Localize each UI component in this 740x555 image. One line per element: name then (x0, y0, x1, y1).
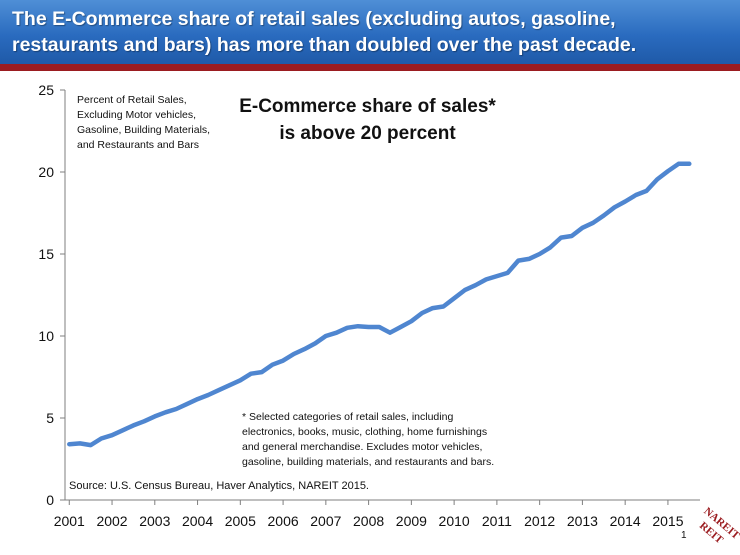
nareit-logo: NAREIT REIT (697, 505, 740, 546)
chart-title: E-Commerce share of sales* is above 20 p… (205, 93, 530, 147)
page-number: 1 (681, 530, 687, 541)
x-tick-label: 2013 (567, 513, 598, 529)
header-divider (0, 64, 740, 71)
x-tick-label: 2003 (139, 513, 170, 529)
footnote-line: * Selected categories of retail sales, i… (242, 411, 454, 423)
x-tick-label: 2008 (353, 513, 384, 529)
source-note: Source: U.S. Census Bureau, Haver Analyt… (69, 480, 369, 492)
x-tick-label: 2011 (482, 513, 512, 529)
x-tick-label: 2010 (439, 513, 470, 529)
x-tick-label: 2007 (310, 513, 341, 529)
header-title-line2: restaurants and bars) has more than doub… (12, 34, 637, 56)
x-tick-label: 2012 (524, 513, 555, 529)
x-tick-label: 2006 (268, 513, 299, 529)
header-title-line1: The E-Commerce share of retail sales (ex… (12, 8, 616, 30)
footnote-line: gasoline, building materials, and restau… (242, 456, 495, 468)
y-axis-description-line: Gasoline, Building Materials, (77, 124, 211, 136)
chart-title-line1: E-Commerce share of sales* (239, 96, 496, 117)
y-axis-description: Percent of Retail Sales, Excluding Motor… (77, 93, 210, 153)
y-tick-label: 25 (38, 82, 54, 98)
y-axis-description-line: Excluding Motor vehicles, (77, 109, 197, 121)
footnote-line: and general merchandise. Excludes motor … (242, 441, 483, 453)
footnote: * Selected categories of retail sales, i… (242, 410, 494, 470)
series-line (67, 161, 692, 448)
x-tick-label: 2002 (96, 513, 127, 529)
y-tick-label: 5 (46, 410, 54, 426)
y-tick-label: 0 (46, 492, 54, 508)
x-tick-label: 2004 (182, 513, 213, 529)
footnote-line: electronics, books, music, clothing, hom… (242, 426, 488, 438)
x-tick-label: 2009 (396, 513, 427, 529)
x-tick-label: 2005 (225, 513, 256, 529)
header-banner: The E-Commerce share of retail sales (ex… (0, 0, 740, 64)
x-tick-label: 2014 (610, 513, 641, 529)
x-tick-label: 2001 (54, 513, 85, 529)
y-tick-label: 15 (38, 246, 54, 262)
y-tick-label: 10 (38, 328, 54, 344)
chart-title-line2: is above 20 percent (279, 123, 456, 144)
y-axis-description-line: Percent of Retail Sales, (77, 94, 187, 106)
y-tick-label: 20 (38, 164, 54, 180)
x-tick-label: 2015 (652, 513, 683, 529)
y-axis-description-line: and Restaurants and Bars (77, 139, 199, 151)
